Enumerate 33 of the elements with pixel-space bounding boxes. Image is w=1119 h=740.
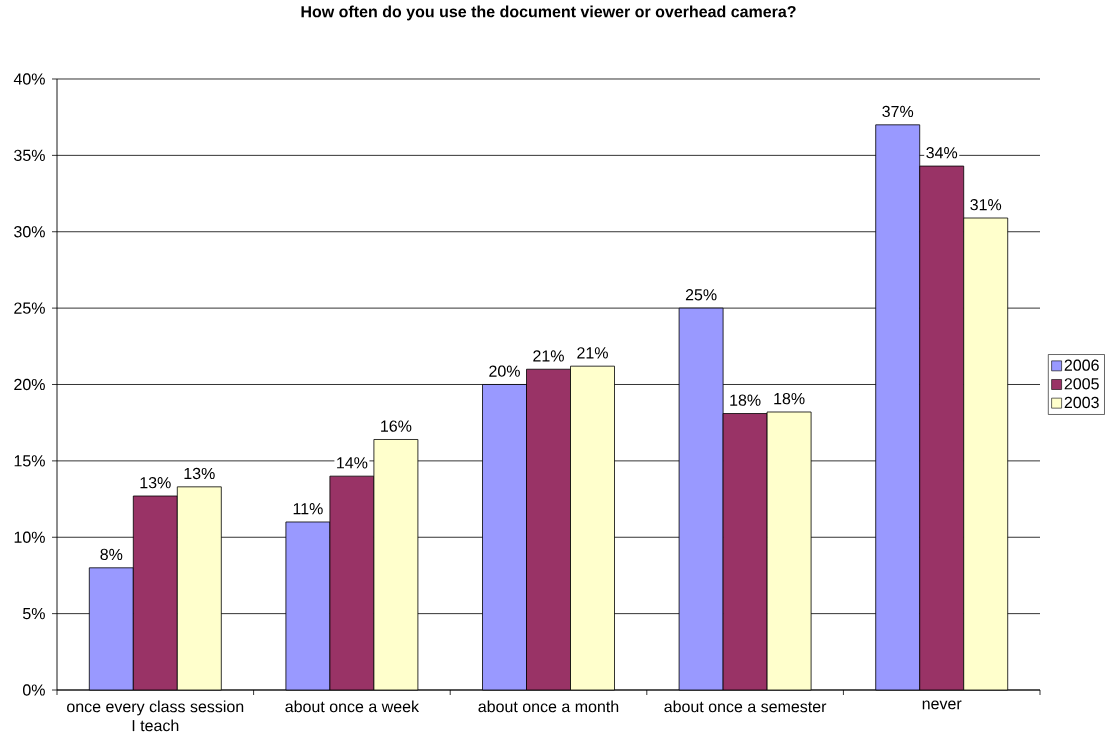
data-label: 8% (100, 548, 123, 561)
legend-label: 2005 (1064, 378, 1099, 390)
data-label: 13% (184, 467, 215, 480)
data-label: 20% (489, 365, 520, 377)
data-label: 14% (337, 457, 368, 469)
y-tick-label: 5% (22, 607, 45, 620)
data-label: 18% (730, 394, 761, 406)
data-label: 13% (140, 476, 171, 489)
x-tick-label: about once a semester (664, 700, 827, 713)
data-label: 21% (533, 350, 564, 362)
x-tick-label: about once a week (285, 700, 420, 713)
y-tick-label: 0% (22, 684, 45, 696)
data-label: 16% (381, 420, 412, 432)
data-label: 25% (685, 289, 717, 301)
y-tick-label: 15% (14, 455, 45, 467)
y-tick-label: 35% (14, 149, 45, 162)
chart-title: How often do you use the document viewer or overhead camera? (301, 5, 796, 21)
x-tick-label: about once a month (478, 700, 619, 713)
legend-label: 2006 (1064, 359, 1099, 371)
data-label: 11% (293, 503, 323, 515)
y-tick-label: 40% (13, 73, 45, 85)
data-label: 34% (926, 147, 958, 159)
legend-label: 2003 (1064, 396, 1099, 409)
data-label: 31% (970, 198, 1002, 211)
data-label: 21% (577, 347, 608, 359)
data-label: 37% (882, 105, 914, 118)
y-tick-label: 25% (14, 302, 45, 314)
x-tick-label: once every class session I teach (67, 700, 244, 732)
y-tick-label: 20% (14, 378, 45, 391)
y-tick-label: 10% (14, 531, 45, 543)
y-tick-label: 30% (14, 226, 45, 238)
x-tick-label: never (922, 700, 962, 710)
data-label: 18% (774, 392, 805, 405)
